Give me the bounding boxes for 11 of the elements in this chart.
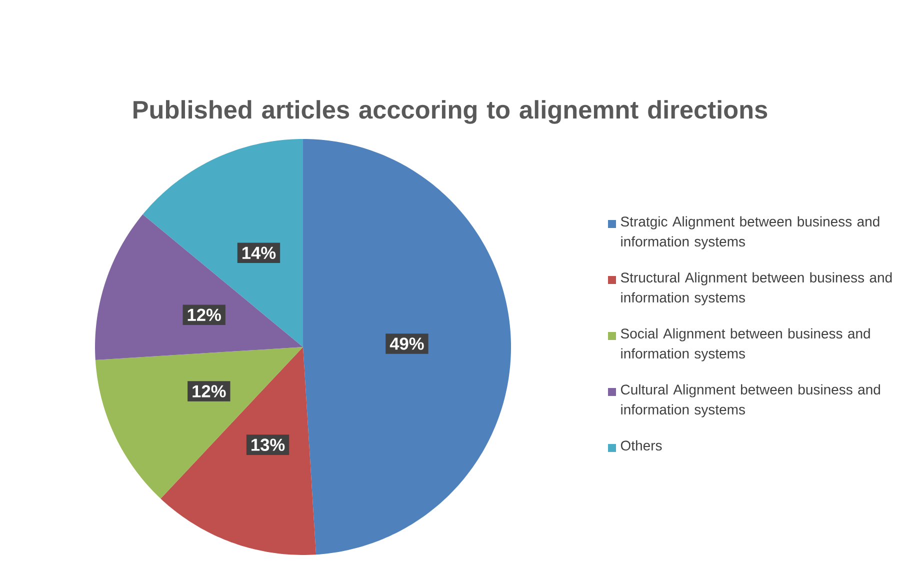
data-label: 12%	[192, 385, 226, 398]
data-label: 14%	[242, 246, 276, 259]
data-label: 12%	[188, 308, 221, 321]
legend-label: Social Alignment between business and information systems	[620, 328, 870, 362]
legend-label: Others	[620, 440, 662, 451]
legend-label: Stratgic Alignment between business and information systems	[620, 216, 880, 250]
legend-label: Structural Alignment between business and information systems	[620, 272, 892, 306]
data-label: 13%	[252, 438, 285, 451]
chart-title: Published articles acccoring to alignemnt directions	[134, 100, 768, 124]
data-label: 49%	[390, 338, 424, 350]
legend-label: Cultural Alignment between business and information systems	[620, 384, 880, 418]
